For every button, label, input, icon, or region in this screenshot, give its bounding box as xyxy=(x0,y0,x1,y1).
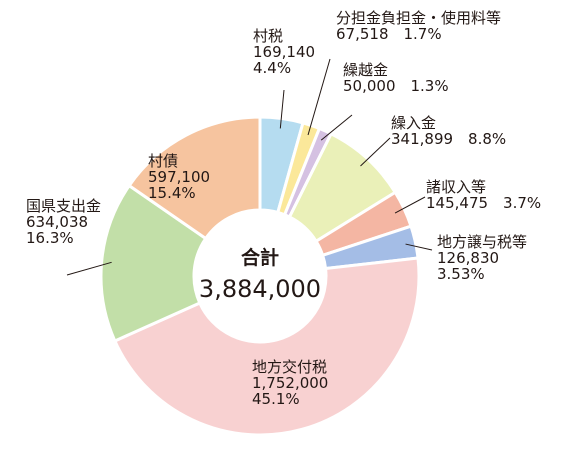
leader-line-5 xyxy=(405,243,433,251)
slice-label-3: 繰入金 341,899 8.8% xyxy=(391,114,506,148)
slice-label-8: 村債 597,100 15.4% xyxy=(148,152,210,202)
slice-label-0: 村税 169,140 4.4% xyxy=(253,27,315,77)
leader-line-1 xyxy=(307,58,331,136)
slice-labels: 村税 169,140 4.4% 分担金負担金・使用料等 67,518 1.7% 繰越金 50… xyxy=(26,9,541,408)
leader-line-4 xyxy=(394,196,426,214)
leader-line-2 xyxy=(320,114,353,141)
slice-label-5: 地方譲与税等 126,830 3.53% xyxy=(437,233,527,283)
slice-label-6: 地方交付税 1,752,000 45.1% xyxy=(252,358,328,408)
center-total-value: 3,884,000 xyxy=(199,275,321,303)
donut-hole xyxy=(194,210,326,342)
slice-label-4: 諸収入等 145,475 3.7% xyxy=(426,178,541,212)
slice-label-1: 分担金負担金・使用料等 67,518 1.7% xyxy=(336,9,501,43)
slice-label-7: 国県支出金 634,038 16.3% xyxy=(26,197,101,247)
center-total-label: 合計 xyxy=(241,246,279,269)
slice-label-2: 繰越金 50,000 1.3% xyxy=(343,61,449,95)
leader-line-3 xyxy=(360,137,391,167)
leader-lines xyxy=(66,58,433,276)
leader-line-0 xyxy=(279,89,285,129)
leader-line-7 xyxy=(66,261,112,276)
